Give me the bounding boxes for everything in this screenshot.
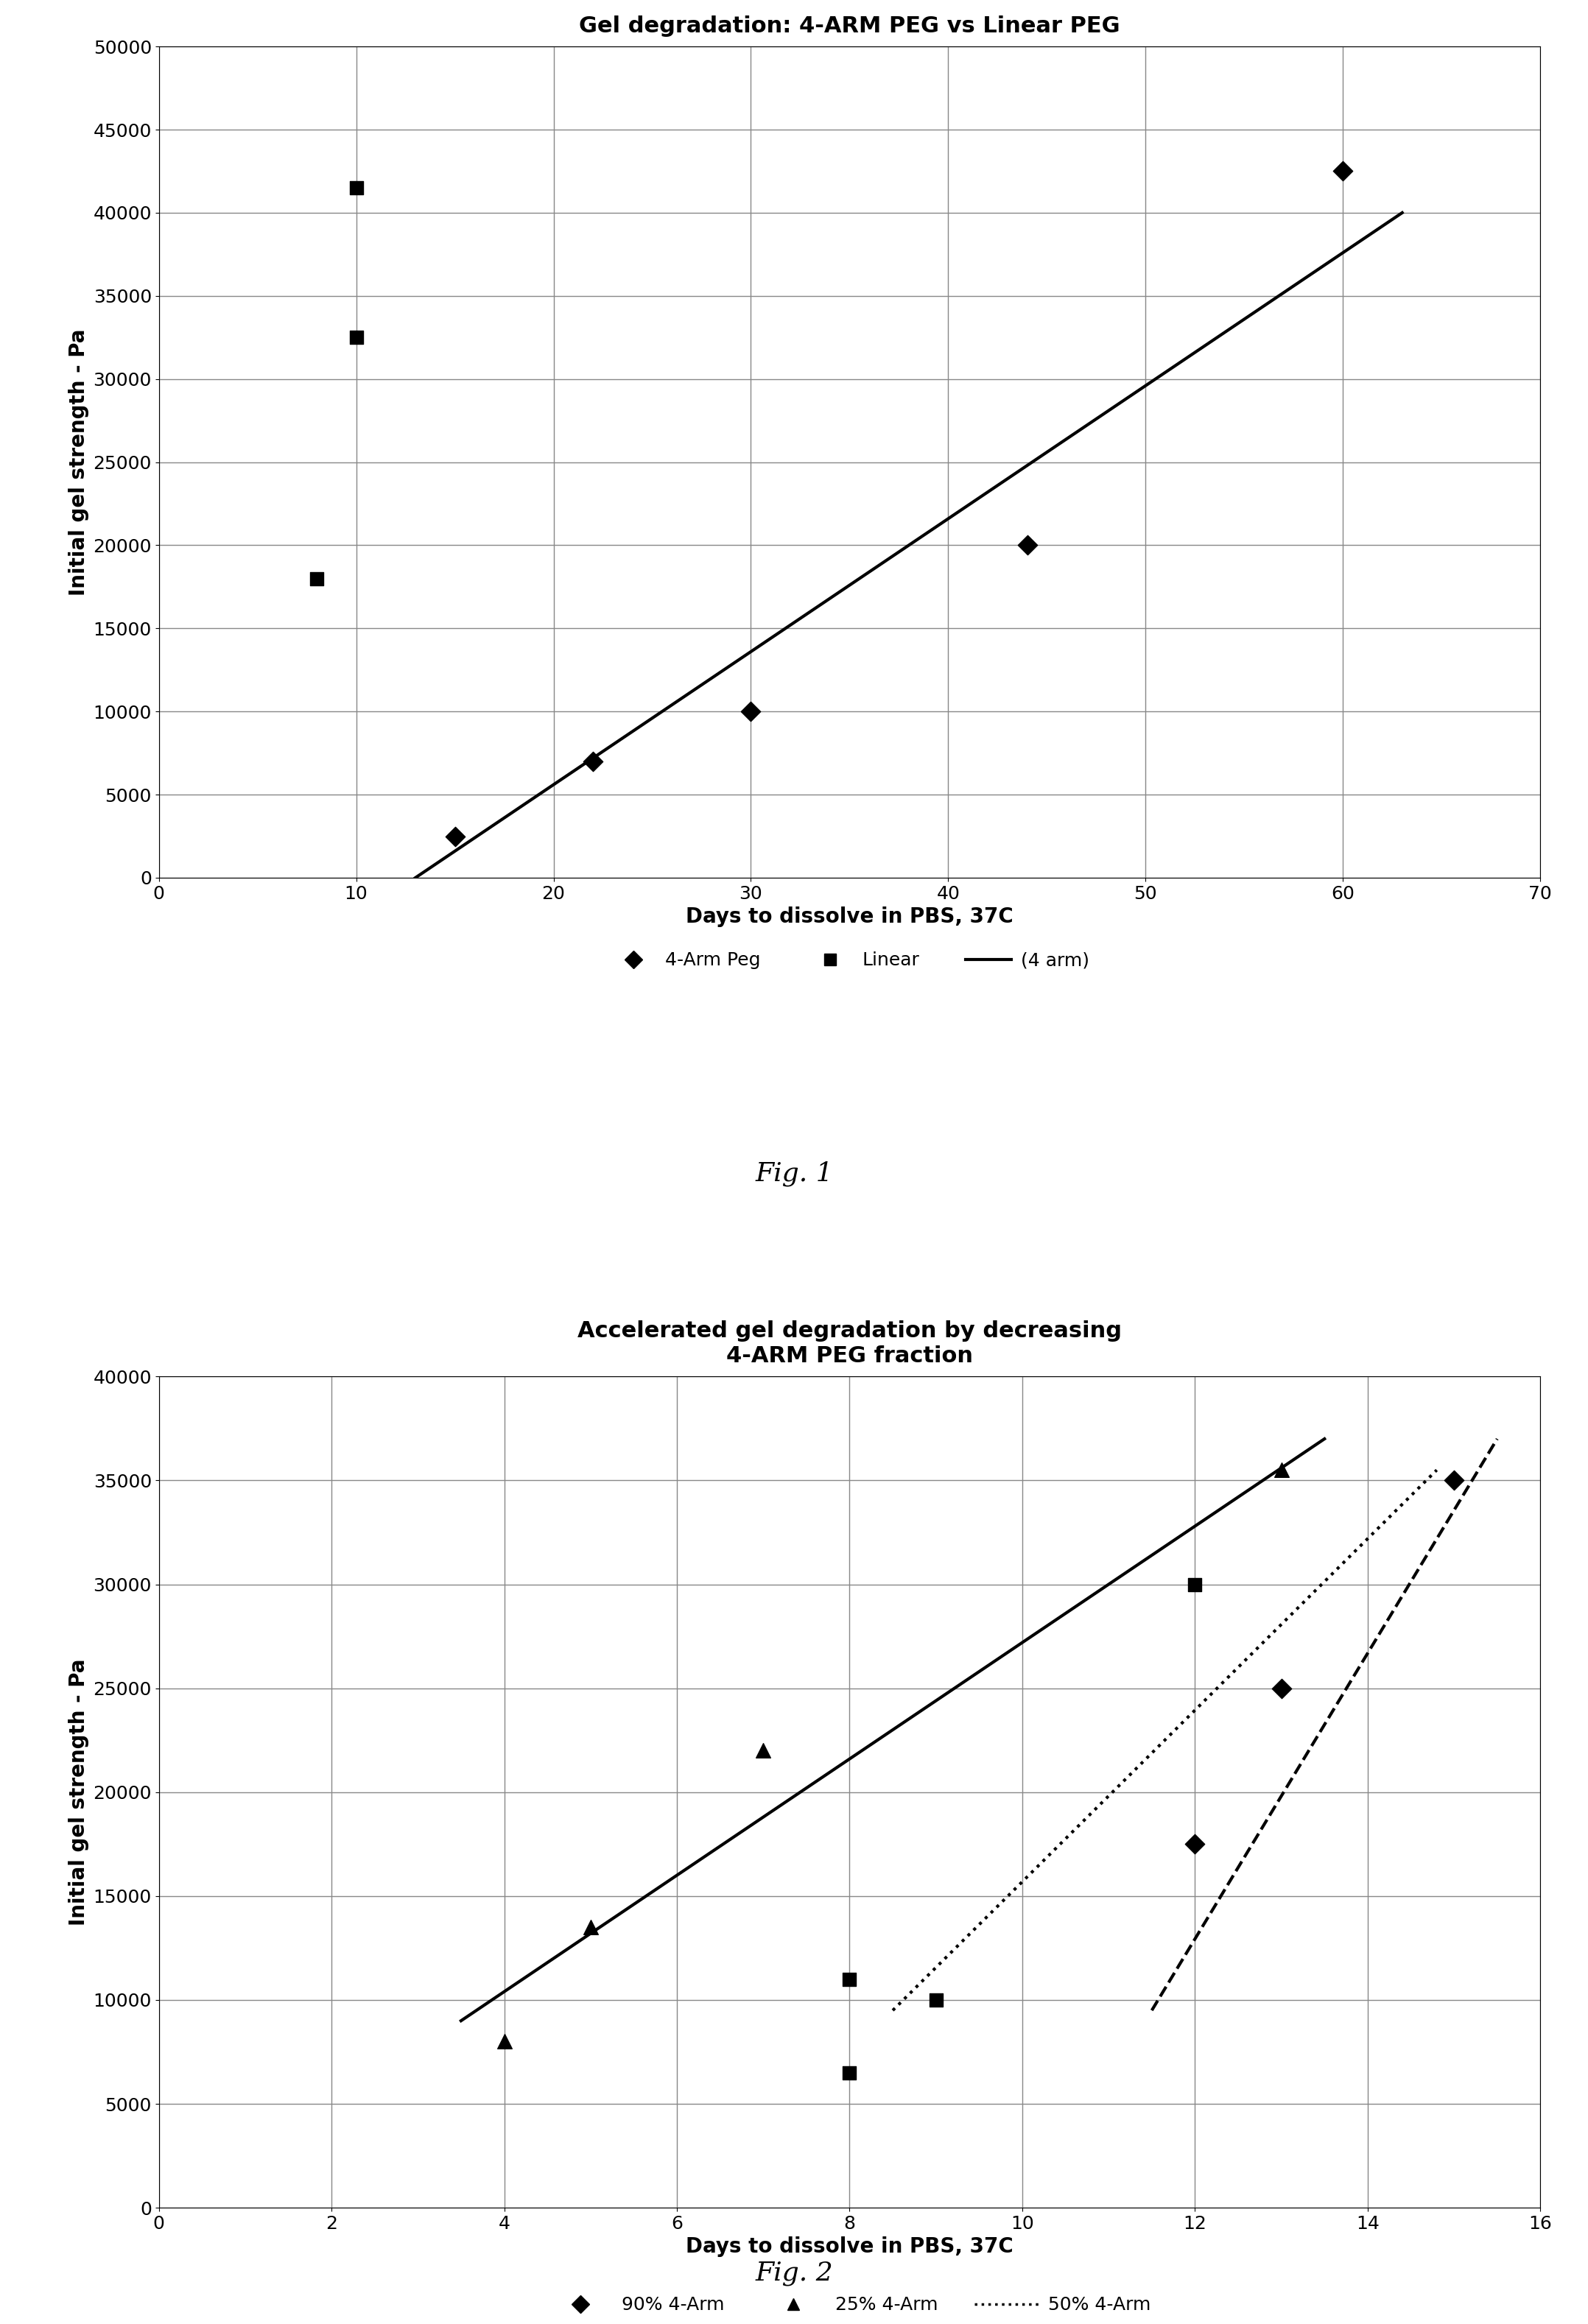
Text: Fig. 1: Fig. 1 xyxy=(754,1162,834,1185)
Legend: 4-Arm Peg, Linear, (4 arm): 4-Arm Peg, Linear, (4 arm) xyxy=(603,944,1096,976)
Point xyxy=(343,170,368,207)
Point xyxy=(1442,1462,1467,1499)
Point xyxy=(1331,153,1356,191)
Y-axis label: Initial gel strength - Pa: Initial gel strength - Pa xyxy=(68,1659,89,1927)
Point xyxy=(837,2054,862,2092)
Point xyxy=(580,744,605,781)
Title: Accelerated gel degradation by decreasing
4-ARM PEG fraction: Accelerated gel degradation by decreasin… xyxy=(578,1320,1121,1367)
Point xyxy=(837,1961,862,1999)
Point xyxy=(441,818,467,855)
Point xyxy=(492,2022,518,2059)
Point xyxy=(1015,528,1040,565)
Point xyxy=(738,693,764,730)
Title: Gel degradation: 4-ARM PEG vs Linear PEG: Gel degradation: 4-ARM PEG vs Linear PEG xyxy=(580,16,1120,37)
Point xyxy=(1269,1452,1294,1490)
X-axis label: Days to dissolve in PBS, 37C: Days to dissolve in PBS, 37C xyxy=(686,2236,1013,2257)
Point xyxy=(923,1982,948,2020)
Point xyxy=(578,1908,603,1945)
Legend: 90% 4-Arm, 50% 4-Arm, 25% 4-Arm, 90% 4-Arm, 50% 4-Arm, 25% 4-Arm: 90% 4-Arm, 50% 4-Arm, 25% 4-Arm, 90% 4-A… xyxy=(542,2289,1158,2324)
Y-axis label: Initial gel strength - Pa: Initial gel strength - Pa xyxy=(68,328,89,595)
Point xyxy=(303,560,329,597)
Point xyxy=(1183,1827,1208,1864)
Point xyxy=(1269,1669,1294,1706)
Point xyxy=(751,1731,777,1769)
Text: Fig. 2: Fig. 2 xyxy=(754,2261,834,2284)
X-axis label: Days to dissolve in PBS, 37C: Days to dissolve in PBS, 37C xyxy=(686,906,1013,927)
Point xyxy=(1183,1566,1208,1604)
Point xyxy=(343,318,368,356)
